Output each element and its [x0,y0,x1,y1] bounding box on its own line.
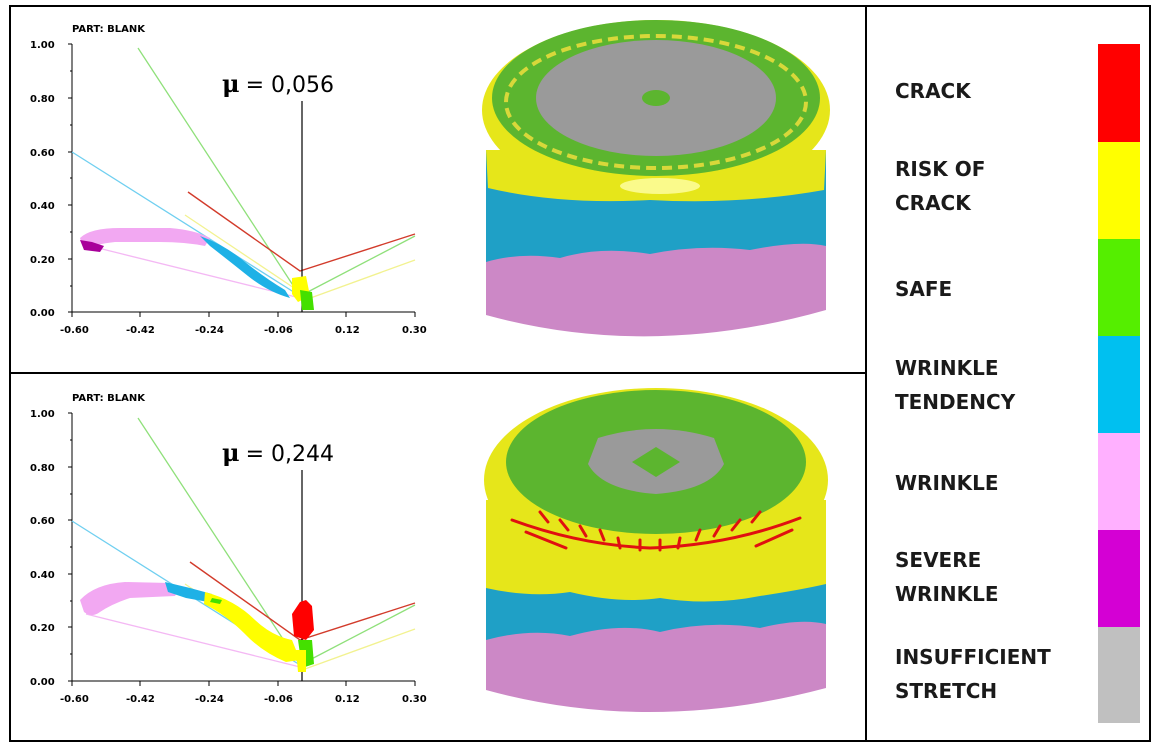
y-tick-label: 0.60 [30,148,55,159]
legend-swatch-insufficient-stretch [1098,627,1140,723]
strain-cloud-safe-dots [210,598,222,604]
yellow-limit-line-right [304,259,416,301]
y-tick-marks [68,412,72,682]
y-tick-marks [68,43,72,313]
legend-color-bar [1098,44,1140,723]
x-tick-label: -0.42 [126,694,155,705]
y-tick-label: 0.00 [30,308,55,319]
flc-plot-top: PART: BLANK 1.00 0.80 0.60 0.40 0.20 0.0… [30,24,427,336]
legend-swatch-crack [1098,44,1140,142]
strain-cloud-safe [300,290,314,310]
x-tick-label: -0.42 [126,325,155,336]
legend-label-risk-of-crack: RISK OF CRACK [895,157,986,215]
legend-swatch-wrinkle-tendency [1098,336,1140,433]
y-tick-label: 0.40 [30,570,55,581]
y-tick-label: 0.60 [30,516,55,527]
x-tick-label: -0.60 [60,325,89,336]
y-tick-label: 0.80 [30,463,55,474]
strain-cloud-severe [80,240,104,252]
flc-plot-bottom: PART: BLANK 1.00 0.80 0.60 0.40 0.20 0.0… [30,393,427,705]
forming-limit-curve [187,191,416,272]
x-tick-label: -0.60 [60,694,89,705]
green-limit-line-right [299,604,416,666]
legend-swatch-wrinkle [1098,433,1140,530]
strain-cloud-crack [292,600,314,640]
cup-top-rim-yellow [504,34,808,170]
legend-label-insufficient-stretch: INSUFFICIENT STRETCH [895,645,1051,703]
strain-cloud-wrinkle [80,228,210,250]
crack-streaks [510,510,802,552]
blue-limit-line [71,151,301,297]
legend-label-safe: SAFE [895,277,953,301]
yellow-limit-line [184,214,301,293]
cup-top-center [642,90,670,106]
x-tick-label: 0.30 [402,325,427,336]
mu-value: = 0,056 [246,73,334,98]
legend-swatch-risk-of-crack [1098,142,1140,239]
part-label: PART: BLANK [72,393,146,404]
x-tick-label: 0.30 [402,694,427,705]
legend-label-severe-wrinkle: SEVERE WRINKLE [895,548,999,606]
y-tick-label: 1.00 [30,409,55,420]
strain-cloud-tendency [200,236,290,298]
cup-simulation-bottom [484,388,828,713]
cup-highlight [620,178,700,194]
pink-limit-line [85,244,301,299]
y-tick-label: 1.00 [30,40,55,51]
legend-label-wrinkle-tendency: WRINKLE TENDENCY [895,356,1016,414]
x-tick-label: -0.06 [264,694,293,705]
green-limit-line [137,47,301,297]
yellow-limit-line-right [304,628,416,670]
y-tick-label: 0.00 [30,677,55,688]
legend-label-crack: CRACK [895,79,971,103]
cup-simulation-top [482,20,830,337]
y-tick-label: 0.80 [30,94,55,105]
green-limit-line-right [299,235,416,297]
mu-value: = 0,244 [246,442,334,467]
strain-cloud-risk-low [296,650,306,672]
strain-cloud-wrinkle [80,582,177,615]
pink-limit-line [85,613,301,668]
y-tick-label: 0.20 [30,623,55,634]
strain-cloud-risk [204,592,300,662]
mu-symbol: μ [222,69,240,98]
svg-text:μ= 0,056: μ = 0,056 [222,69,334,98]
legend-swatch-safe [1098,239,1140,336]
x-tick-label: 0.12 [335,325,360,336]
x-tick-label: -0.24 [195,694,224,705]
y-tick-label: 0.40 [30,201,55,212]
x-tick-marks [71,312,416,317]
y-tick-label: 0.20 [30,255,55,266]
x-tick-marks [71,681,416,686]
legend-swatch-severe-wrinkle [1098,530,1140,627]
cup-top-center [632,447,680,477]
x-tick-label: 0.12 [335,694,360,705]
part-label: PART: BLANK [72,24,146,35]
legend-label-wrinkle: WRINKLE [895,471,999,495]
mu-symbol: μ [222,438,240,467]
strain-cloud-tendency [165,582,212,602]
x-tick-label: -0.06 [264,325,293,336]
green-limit-line [137,417,301,666]
x-tick-label: -0.24 [195,325,224,336]
svg-text:μ= 0,244: μ = 0,244 [222,438,334,467]
